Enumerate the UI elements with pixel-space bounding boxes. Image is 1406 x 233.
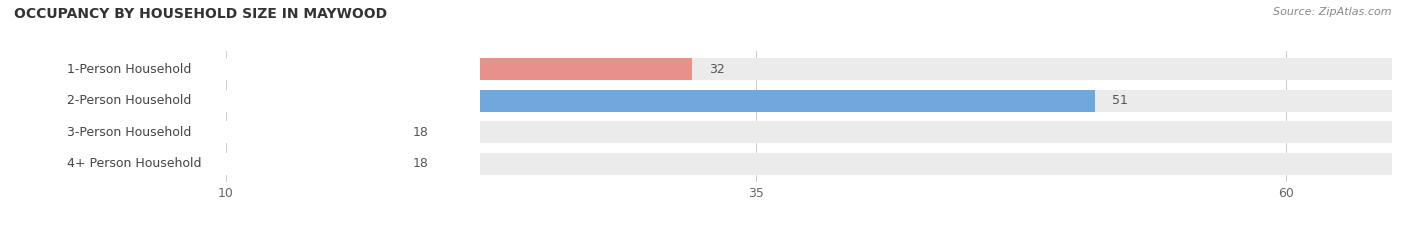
Bar <box>14 58 481 80</box>
Bar <box>14 153 1392 175</box>
Bar <box>14 121 395 143</box>
Text: 2-Person Household: 2-Person Household <box>67 94 191 107</box>
Bar <box>14 121 481 143</box>
Bar <box>14 90 1392 112</box>
Text: 32: 32 <box>710 63 725 76</box>
Text: 1-Person Household: 1-Person Household <box>67 63 191 76</box>
Text: 18: 18 <box>412 157 429 170</box>
Text: 3-Person Household: 3-Person Household <box>67 126 191 139</box>
Bar <box>14 90 481 112</box>
Bar <box>14 153 395 175</box>
Text: OCCUPANCY BY HOUSEHOLD SIZE IN MAYWOOD: OCCUPANCY BY HOUSEHOLD SIZE IN MAYWOOD <box>14 7 387 21</box>
Text: Source: ZipAtlas.com: Source: ZipAtlas.com <box>1274 7 1392 17</box>
Bar <box>14 58 1392 80</box>
Bar <box>14 153 481 175</box>
Text: 4+ Person Household: 4+ Person Household <box>67 157 201 170</box>
Bar <box>14 90 1095 112</box>
Bar <box>14 121 1392 143</box>
Bar <box>14 58 692 80</box>
Text: 18: 18 <box>412 126 429 139</box>
Text: 51: 51 <box>1112 94 1128 107</box>
